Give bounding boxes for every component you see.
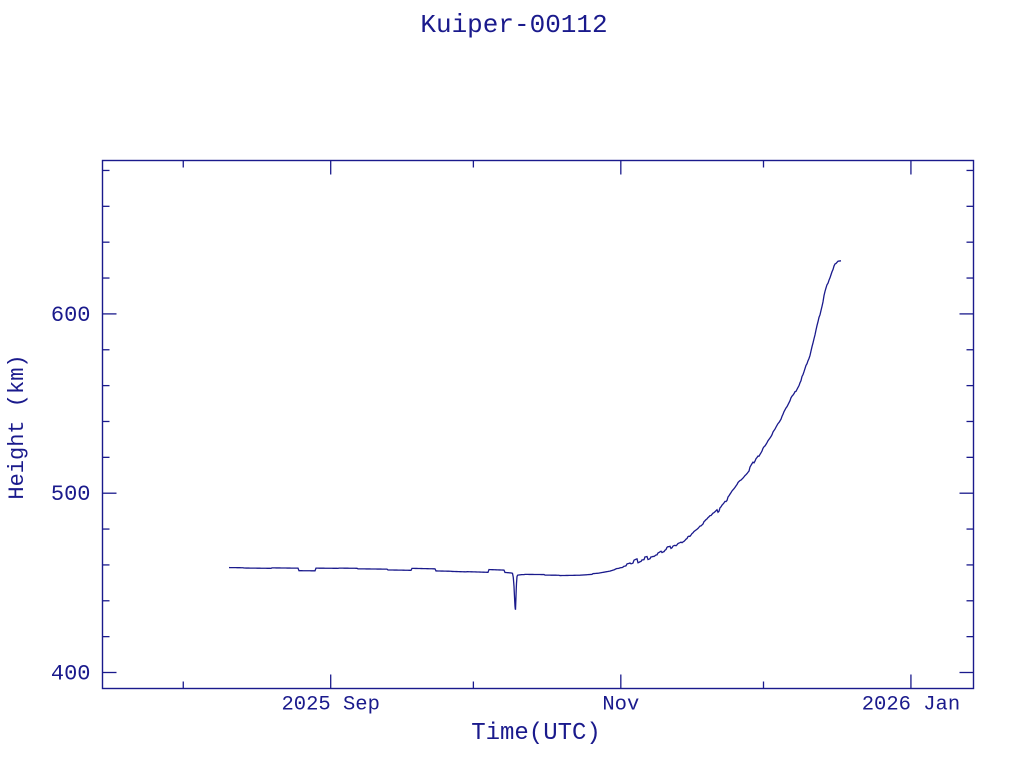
svg-text:500: 500 [51,482,91,507]
svg-text:Nov: Nov [602,694,639,717]
svg-text:2026 Jan: 2026 Jan [862,694,960,717]
svg-text:600: 600 [51,303,91,328]
svg-text:2025 Sep: 2025 Sep [281,694,379,717]
svg-text:Kuiper-00112: Kuiper-00112 [420,10,607,40]
svg-text:400: 400 [51,662,91,687]
svg-text:Height (km): Height (km) [5,354,30,499]
svg-text:Time(UTC): Time(UTC) [471,720,601,747]
